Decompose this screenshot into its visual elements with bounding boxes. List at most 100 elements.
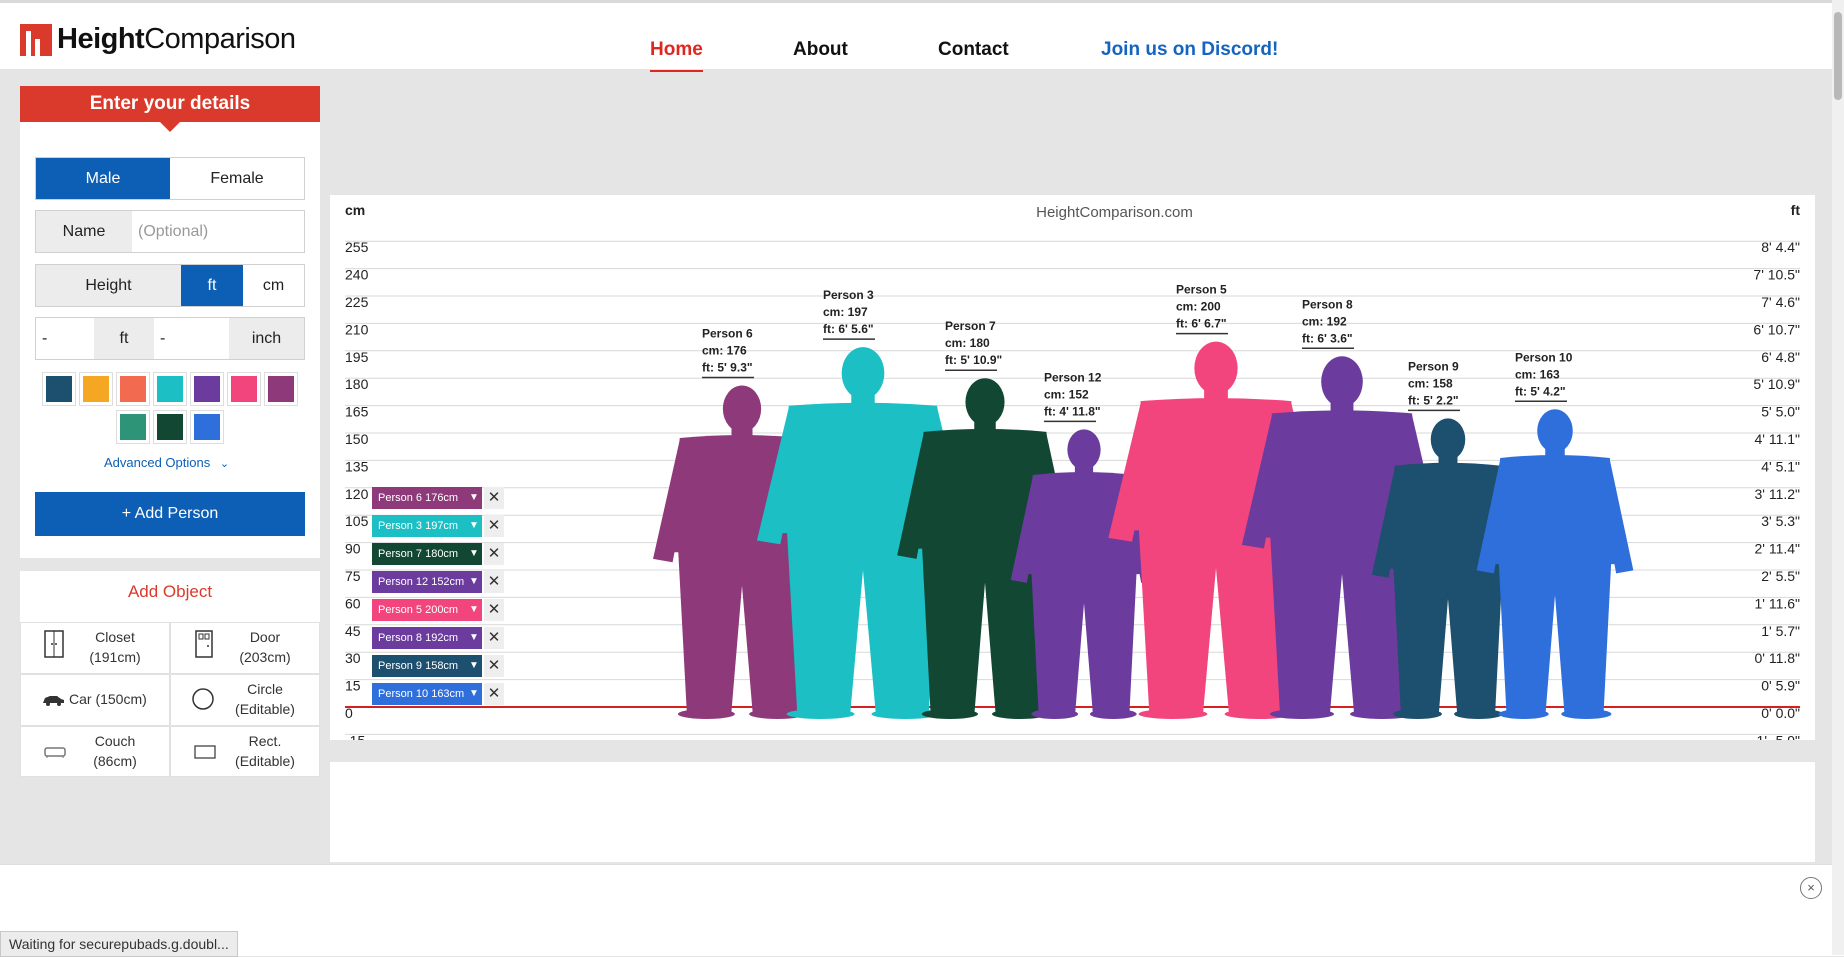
person-silhouette-part [1026, 471, 1142, 575]
add-person-button[interactable]: + Add Person [35, 492, 305, 536]
color-swatch[interactable] [83, 376, 109, 402]
height-unit-row: Height ft cm [35, 264, 305, 307]
person-name-label: Person 7 [945, 319, 996, 333]
ft-tick-label: 5' 10.9" [1753, 376, 1800, 392]
person-silhouette-part [756, 407, 802, 545]
chevron-down-icon[interactable]: ▼ [466, 487, 482, 509]
object-car[interactable]: Car (150cm) [20, 674, 170, 726]
person-silhouette[interactable] [1371, 418, 1525, 719]
scrollbar-thumb[interactable] [1834, 12, 1842, 100]
page-scrollbar[interactable] [1832, 0, 1844, 955]
ft-tick-label: 4' 11.1" [1754, 431, 1800, 447]
legend-person-tag[interactable]: Person 9 158cm [372, 655, 466, 677]
object-door[interactable]: Door (203cm) [170, 622, 320, 674]
chevron-down-icon[interactable]: ▼ [466, 655, 482, 677]
cm-tick-label: 15 [345, 678, 361, 694]
legend-person-tag[interactable]: Person 7 180cm [372, 543, 466, 565]
chevron-down-icon[interactable]: ▼ [466, 571, 482, 593]
cm-tick-label: 255 [345, 239, 369, 255]
object-circle[interactable]: Circle (Editable) [170, 674, 320, 726]
person-silhouette-part [1010, 476, 1042, 583]
remove-person-icon[interactable]: ✕ [484, 655, 504, 677]
remove-person-icon[interactable]: ✕ [484, 543, 504, 565]
color-swatch[interactable] [46, 376, 72, 402]
legend-person-tag[interactable]: Person 10 163cm [372, 683, 466, 705]
color-swatch[interactable] [157, 414, 183, 440]
chevron-down-icon[interactable]: ▼ [466, 543, 482, 565]
couch-icon [44, 747, 66, 758]
object-circle-label: Circle [247, 681, 283, 697]
name-input[interactable]: (Optional) [138, 222, 209, 240]
nav-home[interactable]: Home [650, 39, 703, 72]
site-logo[interactable]: HeightComparison [20, 23, 296, 56]
remove-person-icon[interactable]: ✕ [484, 627, 504, 649]
person-silhouette-part [1430, 418, 1466, 461]
feet-input[interactable]: - [42, 329, 48, 347]
legend-person-tag[interactable]: Person 6 176cm [372, 487, 466, 509]
object-rect[interactable]: Rect. (Editable) [170, 726, 320, 777]
ft-tick-label: 1' 5.7" [1761, 623, 1800, 639]
person-silhouette-part [1321, 356, 1363, 408]
person-silhouette[interactable] [1476, 409, 1634, 719]
color-swatch[interactable] [157, 376, 183, 402]
legend-person-tag[interactable]: Person 5 200cm [372, 599, 466, 621]
object-rect-label: Rect. [248, 733, 282, 749]
nav-contact[interactable]: Contact [938, 39, 1009, 60]
person-cm-label: cm: 192 [1302, 314, 1347, 328]
chart-lower-area [330, 762, 1815, 862]
color-swatch[interactable] [120, 376, 146, 402]
color-swatch[interactable] [194, 376, 220, 402]
nav-about[interactable]: About [793, 39, 848, 60]
person-cm-label: cm: 163 [1515, 367, 1560, 381]
person-silhouette-part [1067, 429, 1101, 470]
chevron-down-icon[interactable]: ▼ [466, 683, 482, 705]
inch-unit-label: inch [229, 318, 304, 359]
logo-wordmark: HeightComparison [57, 23, 296, 55]
object-closet[interactable]: Closet (191cm) [20, 622, 170, 674]
close-ad-button[interactable]: × [1800, 877, 1822, 899]
male-button[interactable]: Male [36, 158, 170, 199]
remove-person-icon[interactable]: ✕ [484, 487, 504, 509]
height-input-row: - ft - inch [35, 317, 305, 360]
ft-tick-label: 2' 11.4" [1754, 541, 1800, 557]
color-swatch[interactable] [194, 414, 220, 440]
chevron-down-icon[interactable]: ▼ [466, 515, 482, 537]
remove-person-icon[interactable]: ✕ [484, 515, 504, 537]
female-button[interactable]: Female [210, 169, 264, 187]
color-swatch[interactable] [231, 376, 257, 402]
object-couch[interactable]: Couch (86cm) [20, 726, 170, 777]
person-silhouette-part [1371, 467, 1404, 578]
chevron-down-icon[interactable]: ▼ [466, 627, 482, 649]
object-couch-label: Couch [94, 733, 136, 749]
ft-tick-label: 2' 5.5" [1761, 568, 1800, 584]
object-closet-size: (191cm) [89, 649, 141, 665]
color-swatch[interactable] [120, 414, 146, 440]
remove-person-icon[interactable]: ✕ [484, 599, 504, 621]
ft-tick-label: 3' 5.3" [1761, 513, 1800, 529]
unit-ft-button[interactable]: ft [181, 265, 243, 306]
ft-tick-label: 0' 11.8" [1754, 650, 1800, 666]
chevron-down-icon[interactable]: ▼ [466, 599, 482, 621]
advanced-options-toggle[interactable]: Advanced Options ⌄ [104, 455, 230, 470]
remove-person-icon[interactable]: ✕ [484, 683, 504, 705]
legend-person-tag[interactable]: Person 8 192cm [372, 627, 466, 649]
person-ft-label: ft: 4' 11.8" [1044, 404, 1101, 418]
unit-cm-button[interactable]: cm [262, 276, 285, 294]
person-silhouette-part [1393, 562, 1503, 713]
legend-person-tag[interactable]: Person 12 152cm [372, 571, 466, 593]
cm-tick-label: -15 [345, 732, 365, 740]
cm-tick-label: 30 [345, 650, 361, 666]
cm-tick-label: 210 [345, 321, 369, 337]
remove-person-icon[interactable]: ✕ [484, 571, 504, 593]
feet-unit-label: ft [94, 318, 154, 359]
person-silhouette[interactable] [1010, 429, 1158, 719]
color-swatch[interactable] [268, 376, 294, 402]
person-ft-label: ft: 6' 3.6" [1302, 331, 1353, 345]
cm-tick-label: 105 [345, 513, 369, 529]
person-silhouette-part [677, 709, 735, 719]
person-name-label: Person 10 [1515, 350, 1573, 364]
nav-discord[interactable]: Join us on Discord! [1101, 39, 1279, 60]
inch-input[interactable]: - [160, 329, 166, 347]
legend-person-tag[interactable]: Person 3 197cm [372, 515, 466, 537]
gender-toggle: Male Female [35, 157, 305, 200]
